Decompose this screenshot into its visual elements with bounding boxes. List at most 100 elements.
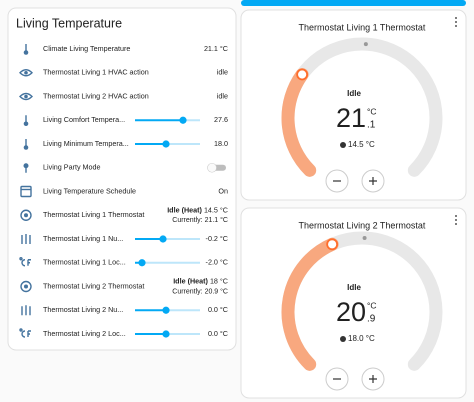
icon-part (21, 330, 31, 338)
dial-current-dot (362, 236, 367, 241)
row-name: Thermostat Living 2 Thermostat (43, 281, 144, 290)
hvac-action: Idle (347, 283, 361, 292)
hvac-action: Idle (347, 89, 361, 98)
row-state: -2.0 °C (206, 258, 228, 267)
thermostat-title: Thermostat Living 1 Thermostat (299, 22, 426, 32)
icon-part (21, 259, 31, 267)
menu-dot[interactable] (455, 17, 457, 19)
row-state: 0.0 °C (208, 329, 228, 338)
row-state: Idle (Heat) 14.5 °C (167, 205, 228, 214)
icon-part (19, 257, 23, 261)
icon-part (23, 50, 29, 55)
row-state: On (218, 186, 228, 195)
row-icon (20, 185, 32, 198)
icon-part (24, 213, 28, 218)
slider-knob[interactable] (179, 116, 187, 124)
row-state: 0.0 °C (208, 305, 228, 314)
state-target: 14.5 °C (204, 205, 228, 214)
row-icon (21, 234, 31, 244)
icon-part (20, 185, 32, 198)
state-target: 18 °C (210, 276, 228, 285)
dial-knob[interactable] (326, 238, 339, 251)
top-card-edge (241, 0, 466, 6)
row-icon (23, 139, 29, 150)
toggle-knob[interactable] (207, 162, 217, 173)
row-state: 27.6 (214, 115, 228, 124)
icon-part (24, 94, 28, 99)
target-temperature: 14.5 °C (348, 140, 375, 149)
row-name: Thermostat Living 1 Loc... (43, 258, 126, 267)
temperature-unit: °C (367, 300, 377, 310)
row-name: Thermostat Living 1 Thermostat (43, 210, 144, 219)
temperature-integer: 20 (336, 297, 366, 327)
icon-part (23, 121, 29, 127)
row-name: Living Comfort Tempera... (43, 115, 125, 124)
row-name: Thermostat Living 2 HVAC action (43, 91, 149, 100)
row-icon (19, 92, 33, 101)
row-icon (21, 305, 31, 316)
icon-part (24, 284, 28, 289)
icon-part (23, 163, 29, 169)
temperature-unit: °C (367, 106, 377, 116)
increase-icon (369, 375, 377, 383)
state-current: Currently: 21.1 °C (172, 216, 228, 224)
row-state: Idle (Heat) 18 °C (173, 276, 228, 285)
temperature-decimal: .9 (367, 314, 376, 325)
menu-dot[interactable] (455, 21, 457, 23)
target-temperature: 18.0 °C (348, 334, 375, 343)
row-icon (19, 257, 31, 267)
menu-dot[interactable] (455, 25, 457, 27)
icon-part (19, 328, 23, 332)
target-icon (340, 336, 346, 342)
row-icon (19, 69, 33, 77)
target-icon (340, 142, 346, 148)
state-action: Idle (Heat) (173, 276, 208, 285)
card-title: Living Temperature (16, 16, 122, 30)
icon-part (21, 305, 31, 316)
increase-icon (369, 177, 377, 185)
icon-part (21, 234, 31, 244)
state-current: Currently: 20.9 °C (172, 287, 228, 295)
temperature-decimal: .1 (367, 120, 376, 131)
row-icon (20, 280, 32, 293)
row-state: -0.2 °C (206, 234, 228, 243)
icon-part (19, 69, 33, 77)
dial-heat (281, 237, 339, 371)
row-name: Living Temperature Schedule (43, 186, 136, 195)
dial-heat (281, 68, 317, 177)
row-icon (19, 328, 31, 338)
menu-dot[interactable] (455, 223, 457, 225)
row-state: idle (217, 91, 228, 100)
icon-part (20, 209, 32, 221)
row-state: 21.1 °C (204, 44, 228, 53)
row-name: Living Minimum Tempera... (43, 139, 129, 148)
dial-current-dot (363, 42, 368, 47)
row-icon (23, 115, 29, 127)
icon-part (19, 92, 33, 101)
temperature-integer: 21 (336, 103, 366, 133)
row-name: Climate Living Temperature (43, 44, 130, 53)
dial-knob[interactable] (296, 68, 309, 81)
slider-knob[interactable] (138, 259, 146, 267)
slider-knob[interactable] (162, 140, 170, 148)
row-name: Thermostat Living 1 HVAC action (43, 68, 149, 77)
row-name: Thermostat Living 2 Loc... (43, 329, 126, 338)
icon-part (23, 145, 29, 150)
row-state: idle (217, 68, 228, 77)
slider-knob[interactable] (162, 330, 170, 338)
icon-part (24, 70, 28, 75)
icon-part (20, 280, 32, 293)
row-name: Thermostat Living 1 Nu... (43, 234, 123, 243)
state-action: Idle (Heat) (167, 205, 202, 214)
row-icon (20, 209, 32, 221)
menu-dot[interactable] (455, 219, 457, 221)
row-name: Thermostat Living 2 Nu... (43, 305, 123, 314)
menu-dot[interactable] (455, 215, 457, 217)
entities-card (7, 7, 237, 351)
thermostat-title: Thermostat Living 2 Thermostat (299, 220, 426, 230)
slider-knob[interactable] (159, 235, 167, 243)
slider-knob[interactable] (162, 306, 170, 314)
row-state: 18.0 (214, 139, 228, 148)
row-icon (23, 44, 29, 55)
